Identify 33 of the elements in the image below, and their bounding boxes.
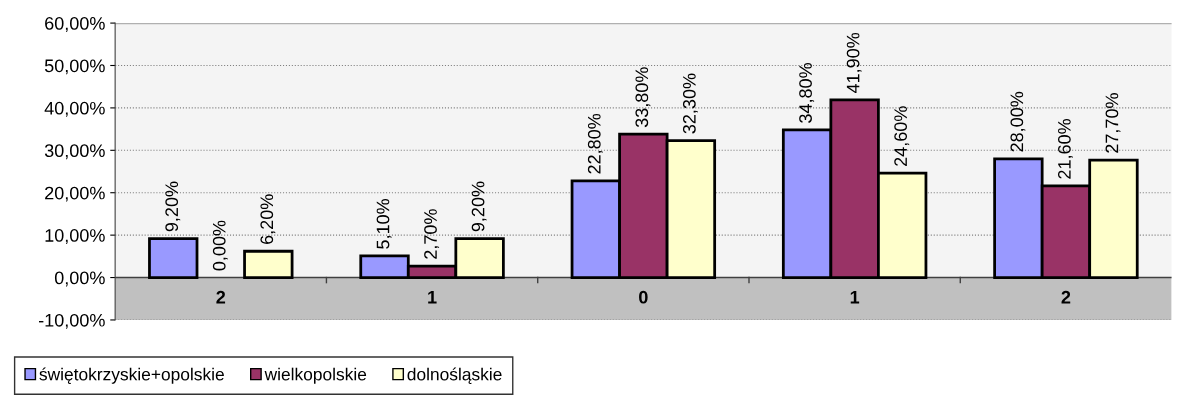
data-label: 9,20%	[165, 181, 181, 232]
data-label: 33,80%	[635, 67, 651, 128]
data-label: 0,00%	[212, 220, 228, 271]
y-tick-label: 40,00%	[44, 101, 105, 117]
y-tick-label: 10,00%	[45, 229, 105, 244]
data-label: 24,60%	[894, 106, 910, 166]
data-label: 5,10%	[376, 199, 392, 249]
data-label: 27,70%	[1105, 93, 1121, 153]
data-label: 21,60%	[1057, 118, 1073, 179]
bar	[148, 237, 199, 279]
y-tick-label: 0,00%	[54, 271, 105, 287]
data-label: 32,30%	[682, 73, 698, 134]
data-label: 6,20%	[260, 194, 276, 244]
y-tick-label: -10,00%	[38, 313, 105, 329]
x-tick-label: 2	[216, 290, 226, 304]
x-tick-label: 0	[639, 290, 648, 304]
y-tick-label: 60,00%	[45, 17, 105, 32]
bar	[243, 249, 294, 279]
data-label: 41,90%	[846, 32, 862, 94]
x-tick-label: 1	[850, 290, 860, 304]
x-tick-label: 1	[428, 290, 437, 304]
y-tick-label: 30,00%	[44, 144, 105, 160]
x-tick-label: 2	[1061, 290, 1071, 304]
data-label: 2,70%	[424, 209, 440, 259]
data-label: 28,00%	[1010, 91, 1026, 152]
data-label: 9,20%	[471, 181, 487, 232]
y-tick-label: 50,00%	[44, 59, 105, 75]
legend-label: świętokrzyskie+opolskie	[39, 367, 224, 384]
legend-label: wielkopolskie	[264, 367, 367, 384]
data-label: 22,80%	[587, 113, 603, 174]
y-tick-label: 20,00%	[45, 186, 105, 202]
legend-label: dolnośląskie	[407, 367, 502, 384]
data-label: 34,80%	[799, 63, 815, 123]
